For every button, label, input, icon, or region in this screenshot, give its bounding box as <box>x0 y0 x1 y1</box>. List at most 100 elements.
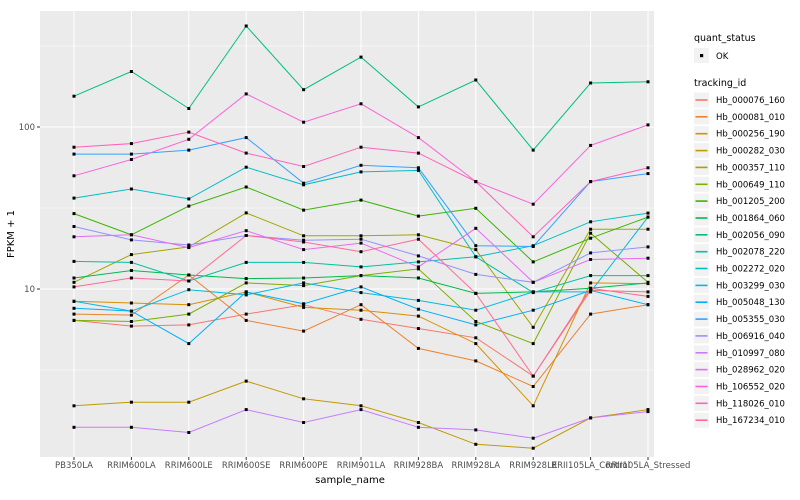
data-point <box>302 397 306 401</box>
data-point <box>531 446 535 450</box>
data-point <box>359 237 363 241</box>
data-point <box>416 260 420 264</box>
data-point <box>244 293 248 297</box>
data-point <box>589 220 593 224</box>
data-point <box>359 170 363 174</box>
data-point <box>129 142 133 146</box>
x-tick-label-PB350LA: PB350LA <box>55 461 93 471</box>
data-point <box>474 308 478 312</box>
x-tick-label-RRIM928LE: RRIM928LE <box>509 461 557 471</box>
data-point <box>187 303 191 307</box>
data-point <box>187 342 191 346</box>
x-tick-label-RRIM928LA: RRIM928LA <box>451 461 500 471</box>
data-point <box>531 260 535 264</box>
data-point <box>474 226 478 230</box>
legend-item-label: Hb_000076_160 <box>716 96 785 106</box>
data-point <box>531 325 535 329</box>
legend-item-label: Hb_106552_020 <box>716 383 785 393</box>
x-tick-label-RRIM600PE: RRIM600PE <box>279 461 327 471</box>
data-point <box>359 308 363 312</box>
data-point <box>244 277 248 281</box>
data-point <box>359 241 363 245</box>
x-tick-label-RRIM600LE: RRIM600LE <box>165 461 213 471</box>
data-point <box>646 227 650 231</box>
legend-item-Hb_000282_030: Hb_000282_030 <box>694 143 785 159</box>
data-point <box>359 408 363 412</box>
data-point <box>416 307 420 311</box>
data-point <box>302 88 306 92</box>
data-point <box>416 346 420 350</box>
data-point <box>187 130 191 134</box>
x-tick-label-RRIM901LA: RRIM901LA <box>337 461 386 471</box>
data-point <box>474 442 478 446</box>
data-point <box>244 234 248 237</box>
data-point <box>646 123 650 127</box>
legend-item-Hb_002272_020: Hb_002272_020 <box>694 261 785 276</box>
data-point <box>359 285 363 289</box>
data-point <box>72 306 76 310</box>
data-point <box>72 145 76 149</box>
data-point <box>416 214 420 218</box>
data-point <box>474 272 478 276</box>
data-point <box>589 227 593 231</box>
data-point <box>416 421 420 424</box>
data-point <box>589 81 593 85</box>
data-point <box>244 281 248 285</box>
data-point <box>416 265 420 269</box>
data-point <box>474 342 478 346</box>
data-point <box>129 313 133 317</box>
legend-item-label: Hb_003299_030 <box>716 281 785 291</box>
data-point <box>416 327 420 330</box>
data-point <box>187 279 191 283</box>
data-point <box>244 312 248 316</box>
legend-item-label: Hb_002056_090 <box>716 231 785 241</box>
data-point <box>187 243 191 247</box>
data-point <box>129 301 133 305</box>
legend-item-label: Hb_000282_030 <box>716 147 785 157</box>
data-point <box>129 187 133 191</box>
data-point <box>244 211 248 215</box>
data-point <box>129 253 133 257</box>
data-point <box>302 120 306 124</box>
data-point <box>646 303 650 307</box>
data-point <box>416 237 420 241</box>
data-point <box>187 197 191 201</box>
data-point <box>416 151 420 155</box>
data-point <box>589 180 593 184</box>
data-point <box>531 436 535 440</box>
legend-item-Hb_106552_020: Hb_106552_020 <box>694 379 785 394</box>
data-point <box>244 24 248 28</box>
data-point <box>359 198 363 202</box>
data-point <box>129 269 133 272</box>
data-point <box>474 336 478 340</box>
data-point <box>646 172 650 176</box>
legend-item-Hb_118026_010: Hb_118026_010 <box>694 395 785 411</box>
legend: quant_status OK tracking_id Hb_000076_16… <box>694 33 785 428</box>
data-point <box>359 303 363 307</box>
data-point <box>474 320 478 323</box>
data-point <box>646 281 650 285</box>
data-point <box>416 105 420 109</box>
legend-item-Hb_005355_030: Hb_005355_030 <box>694 311 785 327</box>
data-point <box>474 359 478 363</box>
data-point <box>302 234 306 238</box>
legend-item-Hb_001864_060: Hb_001864_060 <box>694 210 785 226</box>
data-point <box>302 208 306 212</box>
data-point <box>72 404 76 408</box>
data-point <box>129 152 133 156</box>
data-point <box>589 288 593 292</box>
data-point <box>531 404 535 408</box>
legend-quant-status-title: quant_status <box>694 33 756 44</box>
legend-item-label: Hb_000357_110 <box>716 163 785 173</box>
data-point <box>129 324 133 328</box>
data-point <box>244 260 248 264</box>
data-point <box>531 280 535 284</box>
legend-item-Hb_002078_220: Hb_002078_220 <box>694 244 785 260</box>
data-point <box>646 256 650 260</box>
data-point <box>646 211 650 215</box>
data-point <box>474 78 478 82</box>
x-tick-label-RRIM600SE: RRIM600SE <box>222 461 271 471</box>
data-point <box>359 55 363 59</box>
data-point <box>187 204 191 208</box>
data-point <box>416 267 420 271</box>
